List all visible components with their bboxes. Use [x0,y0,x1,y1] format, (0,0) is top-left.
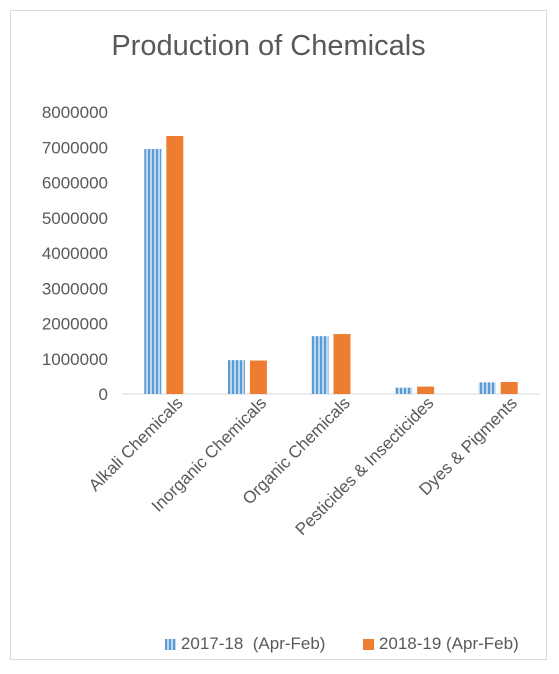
y-tick-label: 6000000 [42,174,108,193]
bar-series-1 [311,336,329,394]
legend-label-series-1: 2017-18 (Apr-Feb) [180,634,326,653]
legend-swatch-series-1 [164,639,176,650]
bar-series-1 [227,360,245,394]
x-category-label: Pesticides & Insecticides [292,393,438,539]
chart-frame [10,10,547,660]
bar-series-2 [500,382,518,394]
y-tick-label: 0 [99,385,108,404]
y-tick-label: 5000000 [42,209,108,228]
chart-title: Production of Chemicals [111,30,426,62]
y-tick-label: 7000000 [42,138,108,157]
bar-series-2 [249,360,267,394]
y-tick-label: 3000000 [42,279,108,298]
bar-series-2 [166,135,184,394]
y-tick-label: 2000000 [42,315,108,334]
y-tick-label: 1000000 [42,350,108,369]
legend-label-series-2: 2018-19 (Apr-Feb) [378,634,519,653]
y-tick-label: 4000000 [42,244,108,263]
y-tick-label: 8000000 [42,103,108,122]
bar-series-2 [333,334,351,394]
bar-series-2 [417,386,435,394]
bar-series-1 [144,149,162,394]
bar-series-1 [478,382,496,394]
legend-item-series-1: 2017-18 (Apr-Feb) [146,614,325,674]
legend-item-series-2: 2018-19 (Apr-Feb) [344,614,519,674]
legend-swatch-series-2 [362,639,374,650]
legend: 2017-18 (Apr-Feb) 2018-19 (Apr-Feb) [0,612,559,653]
bar-series-1 [395,387,413,394]
